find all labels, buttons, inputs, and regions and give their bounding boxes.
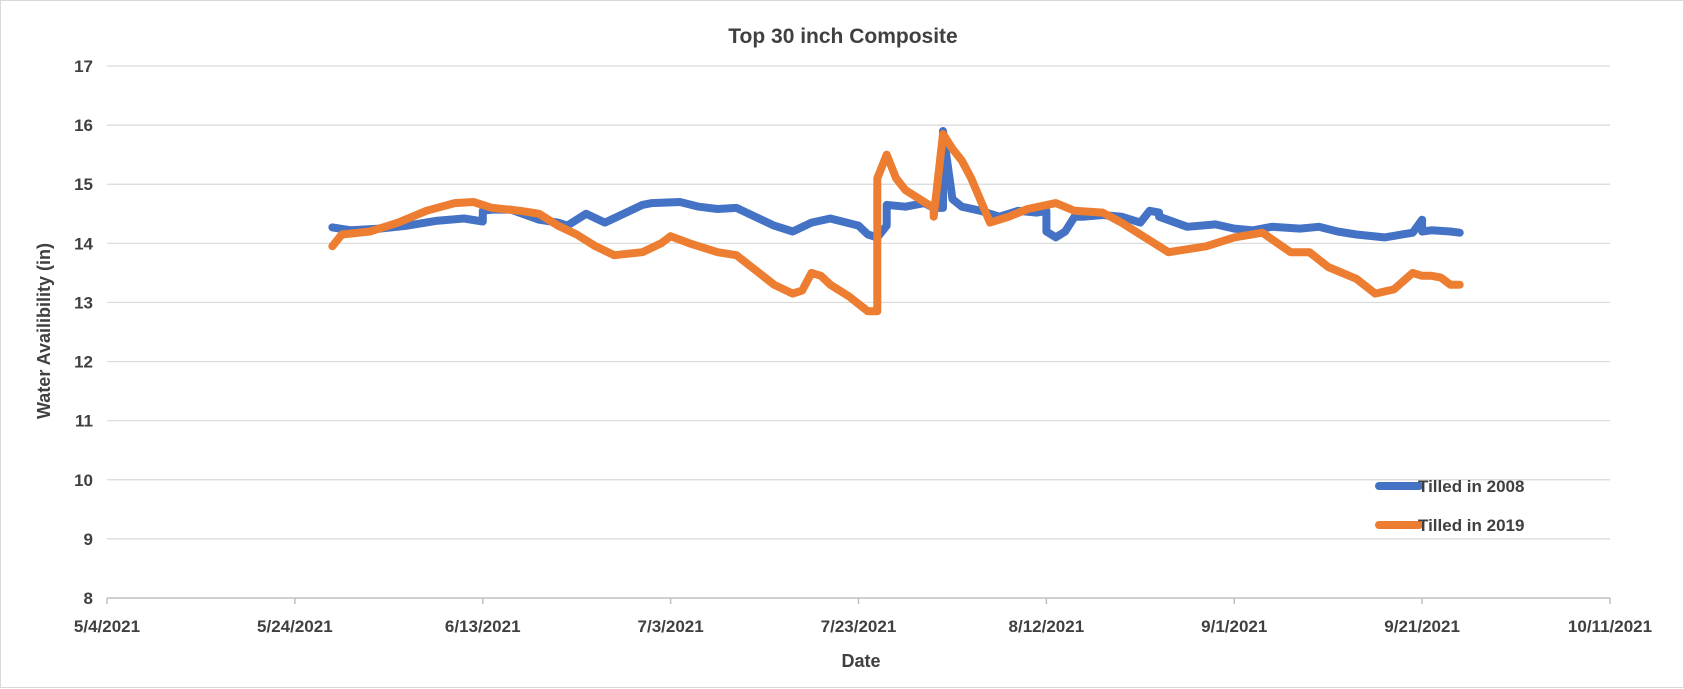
y-tick-label: 16: [74, 116, 93, 135]
x-tick-label: 7/23/2021: [821, 617, 897, 636]
x-tick-label: 8/12/2021: [1009, 617, 1085, 636]
y-tick-label: 15: [74, 175, 93, 194]
x-axis-title: Date: [841, 651, 880, 671]
chart-title: Top 30 inch Composite: [728, 25, 957, 48]
y-axis-title: Water Availibility (in): [34, 243, 54, 419]
y-tick-label: 14: [74, 234, 93, 253]
y-tick-label: 11: [75, 412, 93, 431]
x-tick-label: 10/11/2021: [1568, 617, 1652, 636]
x-tick-label: 6/13/2021: [445, 617, 521, 636]
y-tick-label: 8: [84, 589, 93, 608]
data-series: [328, 127, 1464, 316]
x-tick-label: 7/3/2021: [638, 617, 704, 636]
legend: Tilled in 2008 Tilled in 2019: [1375, 477, 1524, 535]
y-tick-label: 13: [74, 293, 93, 312]
x-tick-label: 9/1/2021: [1201, 617, 1267, 636]
x-tick-label: 5/4/2021: [74, 617, 140, 636]
axes: 8 9 10 11 12 13 14 15 16 17 5/4/2021 5/24/2021 6/13/…: [74, 57, 1652, 636]
y-tick-label: 12: [74, 353, 93, 372]
y-tick-label: 17: [74, 57, 93, 76]
y-tick-label: 10: [74, 471, 93, 490]
series-line-2: [328, 130, 1464, 316]
legend-label: Tilled in 2008: [1418, 477, 1524, 496]
x-tick-label: 5/24/2021: [257, 617, 333, 636]
y-tick-label: 9: [84, 530, 93, 549]
x-tick-label: 9/21/2021: [1384, 617, 1460, 636]
legend-label: Tilled in 2019: [1418, 516, 1524, 535]
